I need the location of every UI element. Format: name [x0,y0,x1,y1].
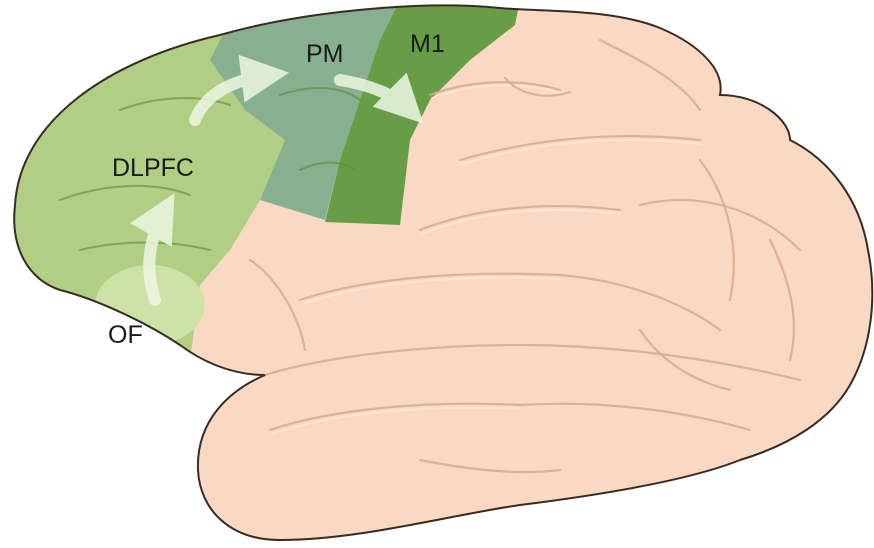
label-m1: M1 [410,30,445,58]
label-pm: PM [306,40,344,68]
flow-arrows [129,54,424,306]
temporal-lobe [263,343,802,382]
arrow-pm-to-m1 [334,72,424,124]
arrow-dlpfc-to-pm [189,54,290,126]
label-dlpfc: DLPFC [112,154,194,182]
arrow-of-to-dlpfc [129,193,175,306]
sulci [248,38,802,474]
brain-outline [13,4,874,542]
label-of: OF [108,321,143,349]
